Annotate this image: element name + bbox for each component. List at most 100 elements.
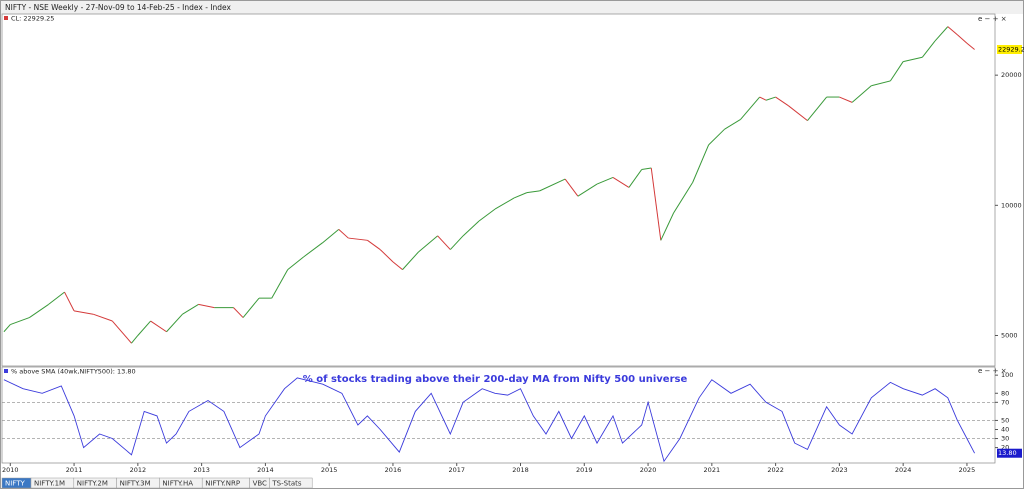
legend-swatch xyxy=(4,369,8,373)
price-segment xyxy=(137,320,151,336)
x-tick-label: 2014 xyxy=(257,466,274,474)
price-segment xyxy=(198,303,215,309)
price-segment xyxy=(871,80,891,87)
price-segment xyxy=(921,40,936,58)
price-segment xyxy=(526,190,540,194)
price-segment xyxy=(903,56,923,63)
window-title: NIFTY - NSE Weekly - 27-Nov-09 to 14-Feb… xyxy=(5,3,231,12)
price-segment xyxy=(437,235,451,250)
price-segment xyxy=(673,182,694,214)
price-segment xyxy=(660,212,675,241)
price-segment xyxy=(93,313,113,322)
y-tick-label: 20 xyxy=(1001,444,1009,452)
breadth-line xyxy=(3,377,975,463)
price-segment xyxy=(957,34,968,44)
price-segment xyxy=(708,128,725,146)
price-segment xyxy=(449,235,464,250)
y-tick-label: 10000 xyxy=(1001,201,1022,209)
price-segment xyxy=(596,176,614,185)
price-segment xyxy=(392,261,403,271)
y-tick-label: 80 xyxy=(1001,389,1009,397)
x-tick-label: 2023 xyxy=(831,466,848,474)
x-tick-label: 2022 xyxy=(767,466,784,474)
x-tick-label: 2024 xyxy=(895,466,912,474)
price-segment xyxy=(775,96,789,107)
x-tick-label: 2021 xyxy=(704,466,721,474)
x-tick-label: 2018 xyxy=(512,466,529,474)
price-segment xyxy=(166,313,183,333)
x-tick-label: 2011 xyxy=(66,466,83,474)
price-segment xyxy=(322,228,340,243)
price-segment xyxy=(851,85,872,103)
price-segment xyxy=(402,251,419,270)
price-segment xyxy=(539,178,566,192)
price-segment xyxy=(150,320,167,333)
price-segment xyxy=(418,235,438,253)
price-segment xyxy=(724,118,741,130)
price-segment xyxy=(478,208,496,222)
x-tick-label: 2016 xyxy=(385,466,402,474)
last-value-label: 13.80 xyxy=(998,449,1017,457)
price-segment xyxy=(271,269,289,299)
legend-label: % above SMA (40wk,NIFTY500): 13.80 xyxy=(11,368,136,376)
tab-label[interactable]: NIFTY.HA xyxy=(162,480,193,488)
price-segment xyxy=(612,177,630,188)
price-segment xyxy=(788,105,808,122)
y-tick-label: 100 xyxy=(1001,371,1013,379)
price-segment xyxy=(367,239,381,250)
tab-label[interactable]: TS-Stats xyxy=(271,480,301,488)
price-segment xyxy=(182,303,199,315)
last-value-badge xyxy=(997,44,1022,54)
y-tick-label: 40 xyxy=(1001,425,1009,433)
price-segment xyxy=(934,26,949,42)
price-segment xyxy=(242,297,260,318)
price-segment xyxy=(462,220,480,237)
tab-label[interactable]: NIFTY.2M xyxy=(77,480,108,488)
price-segment xyxy=(3,324,11,333)
price-segment xyxy=(692,144,710,183)
y-tick-label: 50 xyxy=(1001,416,1009,424)
price-segment xyxy=(641,167,652,171)
tab-label[interactable]: NIFTY.NRP xyxy=(205,480,240,488)
panel-controls[interactable]: e − + × xyxy=(978,15,1007,23)
tab-label[interactable]: NIFTY xyxy=(5,480,25,488)
last-value-label: 22929.2 xyxy=(998,45,1024,53)
price-segment xyxy=(48,291,65,305)
legend-label: CL: 22929.25 xyxy=(11,15,54,23)
price-segment xyxy=(379,249,394,263)
price-segment xyxy=(303,242,324,258)
tab-label[interactable]: NIFTY.3M xyxy=(120,480,151,488)
price-segment xyxy=(577,183,598,197)
y-tick-label: 20000 xyxy=(1001,71,1022,79)
y-tick-label: 70 xyxy=(1001,398,1009,406)
price-segment xyxy=(807,96,828,121)
last-value-badge xyxy=(997,448,1022,458)
x-tick-label: 2025 xyxy=(959,466,976,474)
price-segment xyxy=(233,307,244,318)
title-bar xyxy=(1,1,1023,14)
tab[interactable] xyxy=(269,477,313,489)
y-tick-label: 30 xyxy=(1001,435,1009,443)
price-segment xyxy=(564,178,579,197)
x-tick-label: 2010 xyxy=(2,466,19,474)
price-segment xyxy=(966,42,975,50)
price-segment xyxy=(338,228,349,239)
tab-label[interactable]: VBC xyxy=(253,480,267,488)
x-tick-label: 2017 xyxy=(448,466,465,474)
x-tick-label: 2012 xyxy=(130,466,147,474)
price-segment xyxy=(111,320,132,344)
tab-label[interactable]: NIFTY.1M xyxy=(34,480,65,488)
price-segment xyxy=(765,96,776,101)
price-segment xyxy=(131,335,139,344)
price-segment xyxy=(650,167,662,241)
price-segment xyxy=(10,317,30,326)
panel-controls[interactable]: e − + × xyxy=(978,367,1007,375)
price-segment xyxy=(348,237,368,241)
plot-area xyxy=(1,13,996,367)
price-segment xyxy=(628,169,643,188)
y-tick-label: 5000 xyxy=(1001,331,1018,339)
annotation: % of stocks trading above their 200-day … xyxy=(303,374,688,385)
price-segment xyxy=(839,96,853,103)
